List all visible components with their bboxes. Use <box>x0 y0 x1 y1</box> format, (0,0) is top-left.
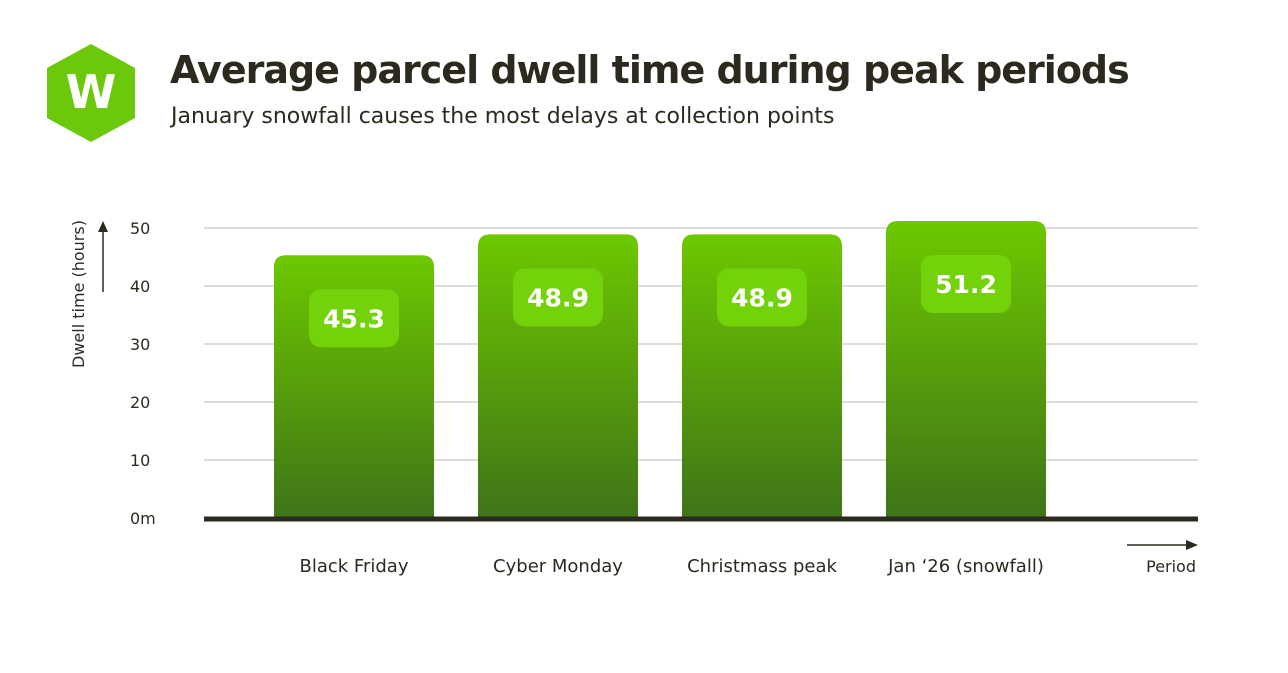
data-label-box <box>513 268 603 327</box>
data-label-box <box>717 268 807 327</box>
x-axis-arrowhead <box>1186 540 1198 550</box>
y-tick-labels: 0m 10 20 30 40 50 <box>130 219 156 528</box>
data-label-box <box>921 255 1011 314</box>
y-tick-label: 10 <box>130 451 150 470</box>
x-tick-labels: Black Friday Cyber Monday Christmass peak J… <box>300 556 1044 577</box>
x-tick-label: Jan ‘26 (snowfall) <box>887 556 1044 577</box>
y-axis-arrowhead <box>98 221 108 232</box>
data-label: 51.2 <box>935 270 997 299</box>
x-tick-label: Christmass peak <box>687 556 837 577</box>
data-label: 48.9 <box>731 283 793 312</box>
logo-hexagon <box>47 44 135 142</box>
x-axis-label: Period <box>1146 557 1196 576</box>
data-label: 48.9 <box>527 283 589 312</box>
y-axis-label: Dwell time (hours) <box>69 220 88 368</box>
data-label-box <box>309 289 399 348</box>
chart-title: Average parcel dwell time during peak pe… <box>170 48 1130 92</box>
logo-letter: W <box>66 65 117 119</box>
chart-subtitle: January snowfall causes the most delays … <box>171 104 835 129</box>
y-tick-label: 20 <box>130 393 150 412</box>
x-tick-label: Black Friday <box>300 556 409 577</box>
y-tick-label: 40 <box>130 277 150 296</box>
data-label: 45.3 <box>323 304 385 333</box>
brand-logo: W <box>47 44 135 142</box>
value-labels: 45.3 48.9 48.9 51.2 <box>309 255 1011 348</box>
y-tick-label: 30 <box>130 335 150 354</box>
y-tick-label: 50 <box>130 219 150 238</box>
axes: Dwell time (hours) Period <box>69 220 1198 576</box>
y-tick-label: 0m <box>130 509 156 528</box>
x-tick-label: Cyber Monday <box>493 556 623 577</box>
